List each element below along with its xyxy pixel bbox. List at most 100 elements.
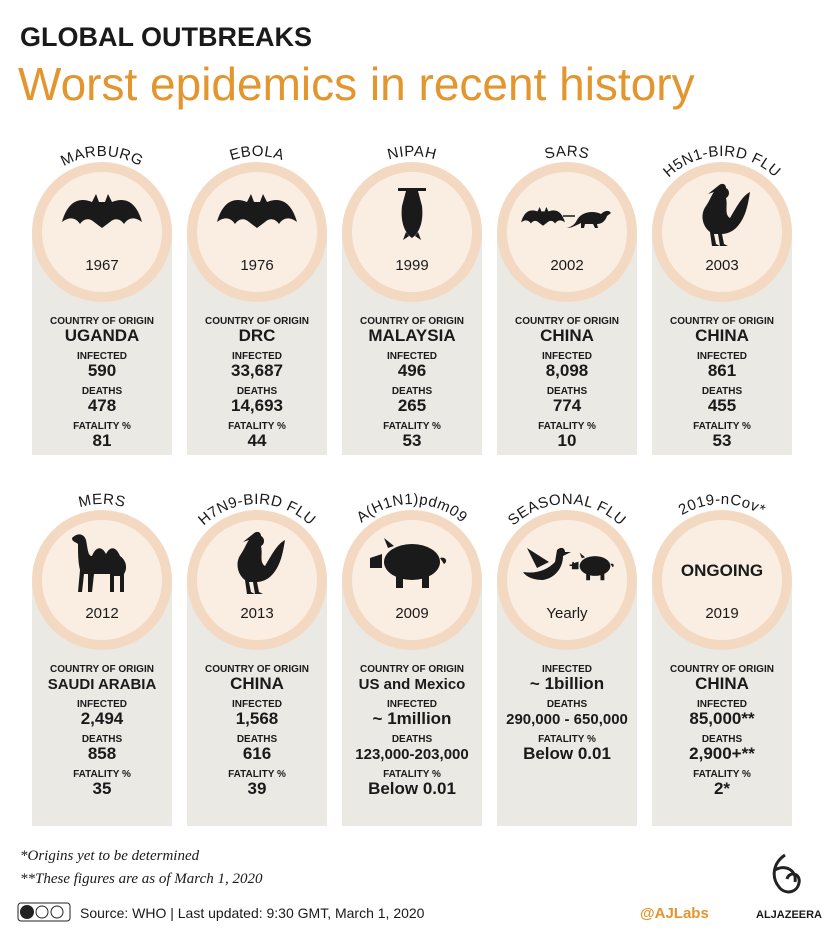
icon-group	[571, 552, 614, 581]
detail-label: INFECTED	[387, 699, 437, 710]
icon-pig	[384, 544, 440, 580]
disease-name-path: NIPAH	[386, 143, 438, 163]
year: 1967	[85, 257, 118, 274]
detail-label: FATALITY %	[538, 734, 596, 745]
icon: +	[523, 547, 614, 581]
year: 2019	[705, 605, 738, 622]
detail-value: UGANDA	[65, 326, 140, 345]
detail-value: 2,494	[81, 709, 124, 728]
detail-value: 861	[708, 361, 736, 380]
circle-inner	[662, 520, 782, 640]
icon-pig	[571, 552, 614, 581]
detail-value: 496	[398, 361, 426, 380]
icon	[237, 531, 285, 594]
detail-value: DRC	[239, 326, 276, 345]
detail-label: DEATHS	[702, 386, 743, 397]
disease-name: NIPAH	[386, 143, 439, 163]
icon-rooster	[702, 183, 750, 246]
disease-name: SARS	[543, 143, 591, 163]
detail-label: COUNTRY OF ORIGIN	[50, 664, 154, 675]
disease-name: EBOLA	[228, 143, 287, 164]
detail-value: Below 0.01	[523, 744, 611, 763]
detail-value: 85,000**	[689, 709, 755, 728]
disease-name-path: SARS	[543, 143, 590, 163]
detail-value: 53	[713, 431, 732, 450]
detail-value: 10	[558, 431, 577, 450]
detail-value: MALAYSIA	[368, 326, 455, 345]
detail-value: 81	[93, 431, 112, 450]
year: 1999	[395, 257, 428, 274]
detail-value: 858	[88, 744, 116, 763]
icon-bat	[401, 191, 423, 240]
year: 2013	[240, 605, 273, 622]
detail-label: COUNTRY OF ORIGIN	[205, 664, 309, 675]
icon-bat	[521, 207, 565, 226]
detail-label: DEATHS	[392, 734, 433, 745]
detail-value: 33,687	[231, 361, 283, 380]
detail-label: DEATHS	[82, 386, 123, 397]
detail-value: SAUDI ARABIA	[48, 676, 157, 693]
icon	[370, 538, 447, 588]
detail-label: COUNTRY OF ORIGIN	[360, 664, 464, 675]
detail-label: INFECTED	[697, 351, 747, 362]
detail-value: ~ 1million	[373, 709, 452, 728]
detail-label: FATALITY %	[693, 421, 751, 432]
detail-value: ~ 1billion	[530, 674, 604, 693]
detail-label: DEATHS	[82, 734, 123, 745]
icon	[398, 188, 426, 240]
cc-badge	[17, 902, 71, 922]
detail-value: 455	[708, 396, 736, 415]
icon-group	[521, 207, 565, 226]
detail-label: INFECTED	[542, 664, 592, 675]
detail-value: 265	[398, 396, 426, 415]
detail-value: CHINA	[695, 326, 749, 345]
detail-label: DEATHS	[702, 734, 743, 745]
detail-value: 590	[88, 361, 116, 380]
detail-label: FATALITY %	[538, 421, 596, 432]
icon	[62, 194, 142, 228]
detail-label: COUNTRY OF ORIGIN	[515, 316, 619, 327]
detail-value: 774	[553, 396, 582, 415]
detail-label: INFECTED	[232, 351, 282, 362]
detail-label: COUNTRY OF ORIGIN	[360, 316, 464, 327]
detail-label: COUNTRY OF ORIGIN	[670, 316, 774, 327]
icon	[72, 534, 127, 592]
detail-label: DEATHS	[237, 386, 278, 397]
icon-pig	[579, 556, 611, 576]
detail-label: FATALITY %	[383, 421, 441, 432]
circle-inner	[42, 172, 162, 292]
circle-inner	[507, 520, 627, 640]
detail-label: DEATHS	[547, 386, 588, 397]
circle-inner	[42, 520, 162, 640]
detail-value: 53	[403, 431, 422, 450]
detail-label: FATALITY %	[383, 769, 441, 780]
status: ONGOING	[681, 561, 763, 580]
detail-label: INFECTED	[697, 699, 747, 710]
detail-value: CHINA	[540, 326, 594, 345]
disease-name-path: EBOLA	[228, 143, 286, 164]
icon-bat	[62, 194, 142, 228]
detail-value: 39	[248, 779, 267, 798]
detail-value: Below 0.01	[368, 779, 456, 798]
detail-value: 478	[88, 396, 116, 415]
icon-pig	[370, 538, 447, 588]
source: Source: WHO | Last updated: 9:30 GMT, Ma…	[80, 905, 425, 921]
year: 2002	[550, 257, 583, 274]
detail-value: 2,900+**	[689, 744, 755, 763]
year: Yearly	[546, 605, 588, 622]
detail-label: FATALITY %	[73, 769, 131, 780]
detail-label: INFECTED	[542, 351, 592, 362]
year: 2012	[85, 605, 118, 622]
detail-value: 616	[243, 744, 271, 763]
year: 2003	[705, 257, 738, 274]
icon	[217, 194, 297, 228]
detail-value: 1,568	[236, 709, 279, 728]
detail-value: 8,098	[546, 361, 589, 380]
icon	[702, 183, 750, 246]
detail-label: FATALITY %	[228, 769, 286, 780]
detail-label: COUNTRY OF ORIGIN	[50, 316, 154, 327]
detail-label: COUNTRY OF ORIGIN	[205, 316, 309, 327]
footnote: *Origins yet to be determined	[20, 848, 200, 864]
